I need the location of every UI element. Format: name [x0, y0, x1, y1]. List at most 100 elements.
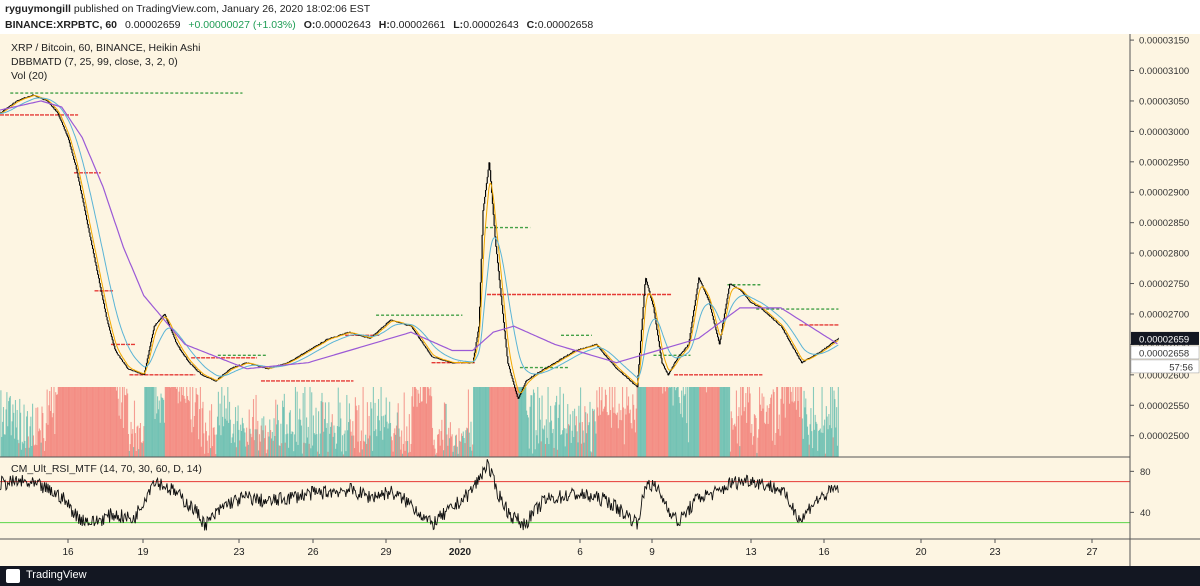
volume-bar	[150, 387, 152, 457]
volume-bar	[514, 387, 517, 457]
candle-body	[71, 149, 73, 154]
volume-bar	[706, 387, 708, 457]
volume-bar	[267, 432, 269, 457]
rsi-legend[interactable]: CM_Ult_RSI_MTF (14, 70, 30, 60, D, 14)	[11, 463, 202, 475]
legend-line[interactable]: DBBMATD (7, 25, 99, close, 3, 2, 0)	[11, 56, 178, 68]
candle-body	[96, 265, 98, 271]
candle-body	[620, 371, 622, 373]
volume-bar	[480, 387, 482, 457]
volume-bar	[414, 387, 416, 457]
candle-body	[636, 386, 638, 387]
volume-bar	[312, 415, 314, 457]
candle-body	[86, 219, 88, 225]
legend-line[interactable]: Vol (20)	[11, 70, 47, 82]
volume-bar	[709, 387, 711, 457]
candle-body	[567, 354, 569, 356]
candle-body	[283, 363, 285, 365]
volume-bar	[167, 387, 169, 457]
candle-body	[419, 337, 421, 339]
candle-body	[730, 283, 732, 285]
volume-bar	[234, 407, 237, 457]
volume-bar	[456, 446, 458, 457]
legend-line[interactable]: XRP / Bitcoin, 60, BINANCE, Heikin Ashi	[11, 42, 200, 54]
volume-bar	[641, 387, 643, 457]
candle-body	[244, 362, 246, 364]
candle-body	[555, 362, 557, 363]
price-axis[interactable]: 0.000031500.000031000.000030500.00003000…	[1130, 36, 1200, 519]
candle-body	[437, 357, 439, 359]
open-label: O:	[303, 19, 316, 31]
candle-body	[73, 159, 76, 163]
candle-body	[89, 232, 91, 237]
volume-bar	[631, 428, 633, 457]
volume-bar	[703, 387, 705, 457]
price-tick-label: 0.00002500	[1139, 431, 1189, 442]
candle-body	[654, 312, 656, 319]
candle-body	[306, 351, 308, 353]
candle-body	[202, 375, 204, 376]
candle-body	[359, 335, 361, 336]
candle-body	[407, 325, 409, 326]
candle-body	[411, 325, 413, 328]
candle-body	[408, 325, 410, 326]
candle-body	[31, 95, 33, 97]
volume-bar	[826, 416, 828, 457]
candle-body	[514, 384, 516, 388]
price-chart[interactable]: CM_Ult_RSI_MTF (14, 70, 30, 60, D, 14) 0…	[0, 34, 1200, 566]
candle-body	[513, 381, 515, 385]
candle-body	[776, 322, 779, 324]
candle-body	[428, 351, 430, 353]
author-name[interactable]: ryguymongill	[5, 3, 71, 15]
volume-bar	[411, 396, 413, 457]
volume-bar	[153, 387, 155, 457]
volume-bar	[693, 387, 695, 457]
volume-bar	[81, 387, 83, 457]
volume-bar	[115, 387, 117, 457]
volume-bar	[761, 393, 763, 457]
volume-bar	[249, 428, 251, 457]
candle-body	[810, 357, 812, 358]
candle-body	[69, 142, 71, 147]
volume-bar	[622, 407, 624, 457]
volume-bar	[764, 424, 767, 457]
volume-bar	[635, 408, 637, 457]
volume-bar	[86, 387, 88, 457]
volume-bar	[272, 440, 274, 457]
candle-body	[200, 374, 202, 375]
candle-body	[492, 203, 494, 215]
candle-body	[549, 365, 551, 367]
candle-body	[327, 338, 329, 340]
candle-body	[699, 277, 701, 280]
volume-bar	[639, 387, 642, 457]
time-axis[interactable]: 16 19 23 26 29 2020 6 9 13 16 20 23 27	[62, 539, 1098, 558]
candle-body	[468, 363, 470, 364]
volume-bar	[113, 387, 115, 457]
candle-body	[491, 192, 493, 204]
volume-bar	[696, 387, 698, 457]
candle-body	[793, 347, 795, 349]
volume-bar	[783, 387, 785, 457]
volume-bar	[604, 406, 606, 457]
volume-bar	[519, 387, 521, 457]
candle-body	[163, 314, 165, 317]
volume-bar	[661, 387, 663, 457]
candle-body	[136, 371, 138, 373]
candle-body	[56, 110, 58, 112]
candle-body	[296, 357, 298, 358]
candle-body	[705, 294, 708, 296]
volume-bar	[496, 387, 498, 457]
symbol-name[interactable]: BINANCE:XRPBTC, 60	[5, 19, 118, 31]
volume-bar	[537, 387, 539, 457]
volume-bar	[453, 445, 455, 457]
volume-bar	[776, 387, 778, 457]
volume-bar	[649, 387, 651, 457]
candle-body	[360, 335, 362, 337]
volume-bar	[204, 453, 206, 457]
volume-bar	[694, 387, 696, 457]
candle-body	[378, 329, 380, 331]
volume-bar	[381, 416, 383, 457]
candle-body	[264, 367, 267, 369]
volume-bar	[246, 427, 248, 457]
volume-bar	[832, 437, 834, 457]
volume-bar	[598, 415, 600, 457]
